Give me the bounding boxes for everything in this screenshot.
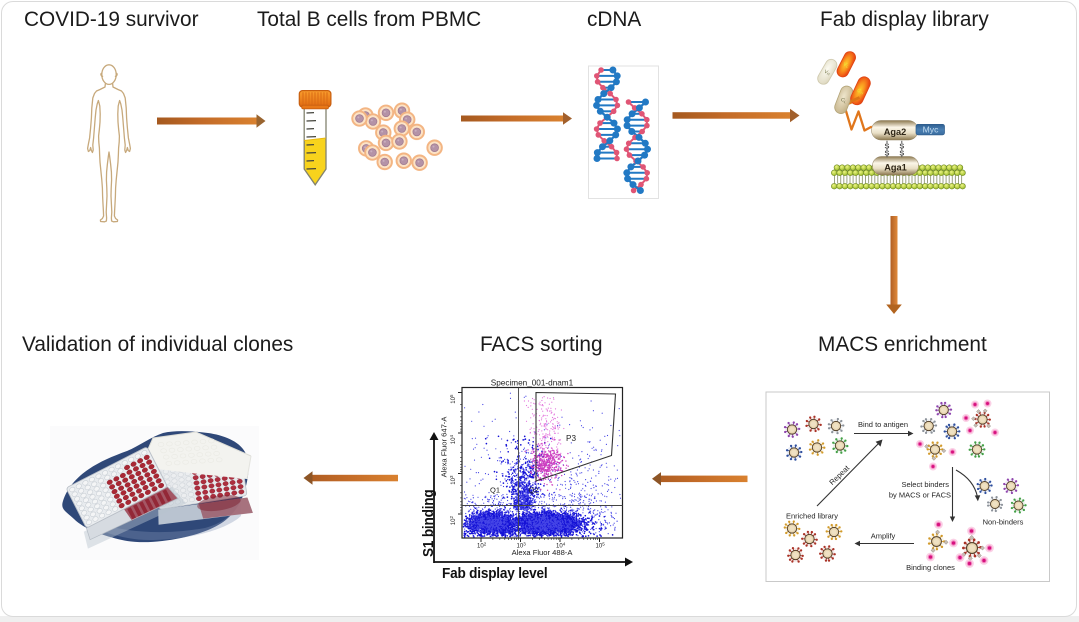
svg-text:Enriched library: Enriched library [786, 512, 838, 521]
svg-text:Specimen_001-dnam1: Specimen_001-dnam1 [491, 379, 574, 388]
svg-text:102: 102 [477, 542, 487, 550]
svg-text:Bind to antigen: Bind to antigen [858, 420, 908, 429]
svg-text:102: 102 [449, 516, 457, 526]
svg-text:Alexa Fluor 647-A: Alexa Fluor 647-A [440, 416, 449, 478]
svg-text:Myc: Myc [923, 125, 939, 135]
svg-text:Alexa Fluor 488-A: Alexa Fluor 488-A [512, 548, 574, 557]
svg-text:Amplify: Amplify [871, 532, 896, 541]
svg-text:Aga1: Aga1 [884, 163, 906, 173]
svg-text:P3: P3 [566, 434, 576, 443]
svg-text:Q2: Q2 [529, 486, 539, 495]
svg-text:S: S [899, 149, 904, 158]
svg-text:Select binders: Select binders [901, 480, 949, 489]
svg-text:Aga2: Aga2 [884, 127, 906, 137]
svg-text:103: 103 [449, 475, 457, 485]
svg-text:104: 104 [556, 542, 566, 550]
svg-text:VL: VL [842, 61, 849, 68]
svg-text:CH: CH [856, 88, 864, 96]
svg-text:Q1: Q1 [490, 486, 500, 495]
svg-text:105: 105 [596, 542, 606, 550]
svg-text:Binding clones: Binding clones [906, 563, 955, 572]
svg-text:by MACS or FACS: by MACS or FACS [889, 491, 951, 500]
svg-text:S: S [885, 149, 890, 158]
svg-text:104: 104 [449, 435, 457, 445]
svg-text:S: S [885, 142, 890, 151]
svg-text:103: 103 [517, 542, 527, 550]
svg-text:105: 105 [449, 394, 457, 404]
svg-text:CL: CL [840, 97, 847, 105]
svg-text:Non-binders: Non-binders [983, 518, 1024, 527]
svg-text:S: S [899, 142, 904, 151]
svg-text:VH: VH [823, 69, 831, 77]
